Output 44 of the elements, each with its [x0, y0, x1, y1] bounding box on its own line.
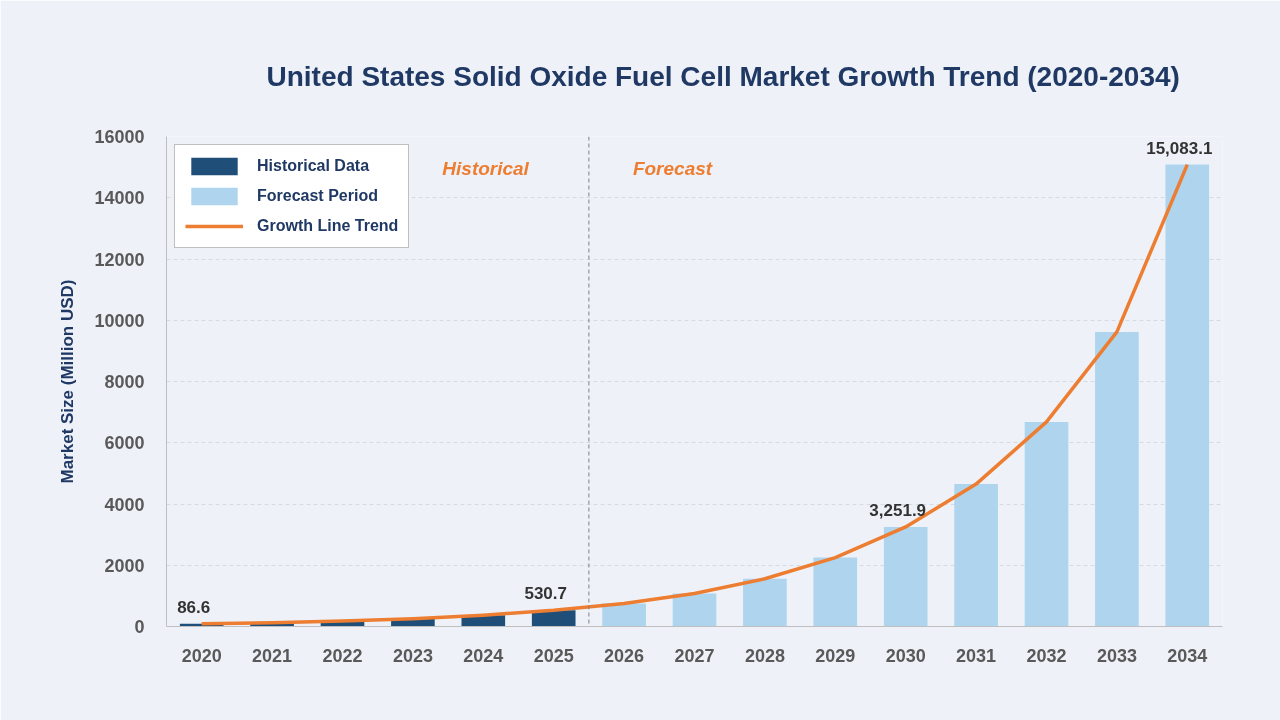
y-tick-label: 8000	[104, 372, 145, 392]
x-tick-label: 2021	[252, 645, 293, 666]
x-tick-label: 2024	[463, 645, 504, 666]
x-tick-label: 2027	[674, 645, 715, 666]
y-tick-label: 14000	[94, 188, 145, 209]
x-tick-label: 2020	[181, 645, 222, 666]
x-tick-label: 2026	[604, 645, 645, 666]
x-tick-label: 2029	[815, 645, 856, 666]
data-label: 3,251.9	[869, 500, 927, 520]
y-tick-label: 16000	[94, 127, 145, 147]
x-tick-label: 2022	[322, 645, 363, 666]
legend-label: Growth Line Trend	[257, 217, 399, 235]
y-tick-label: 4000	[104, 494, 145, 515]
y-tick-label: 2000	[104, 555, 145, 576]
y-tick-label: 6000	[104, 433, 145, 454]
data-label: 15,083.1	[1146, 138, 1213, 158]
bar	[1024, 421, 1069, 627]
annotation: Forecast	[632, 158, 713, 179]
bar	[954, 484, 998, 627]
legend-label: Historical Data	[257, 157, 370, 175]
x-tick-label: 2034	[1167, 645, 1208, 666]
bar	[883, 526, 928, 627]
bar	[743, 578, 787, 627]
bar	[813, 557, 858, 627]
data-label: 86.6	[177, 597, 211, 617]
bar	[1095, 331, 1139, 627]
y-tick-label: 0	[134, 617, 145, 637]
x-tick-label: 2030	[885, 645, 926, 666]
y-tick-label: 10000	[94, 310, 145, 331]
data-label: 530.7	[524, 584, 567, 604]
chart-title: United States Solid Oxide Fuel Cell Market Growth Trend (2020-2034)	[266, 60, 1180, 92]
annotation: Historical	[442, 158, 530, 179]
bar	[602, 603, 646, 627]
x-tick-label: 2023	[392, 645, 433, 666]
legend-label: Forecast Period	[257, 187, 378, 205]
y-tick-label: 12000	[94, 249, 145, 270]
x-tick-label: 2032	[1026, 645, 1067, 666]
x-tick-label: 2028	[744, 645, 785, 666]
y-axis-title: Market Size (Million USD)	[58, 279, 78, 484]
x-tick-label: 2025	[533, 645, 574, 666]
bar	[672, 593, 717, 627]
bar	[1165, 164, 1210, 627]
x-tick-label: 2033	[1096, 645, 1137, 666]
x-tick-label: 2031	[956, 645, 997, 666]
